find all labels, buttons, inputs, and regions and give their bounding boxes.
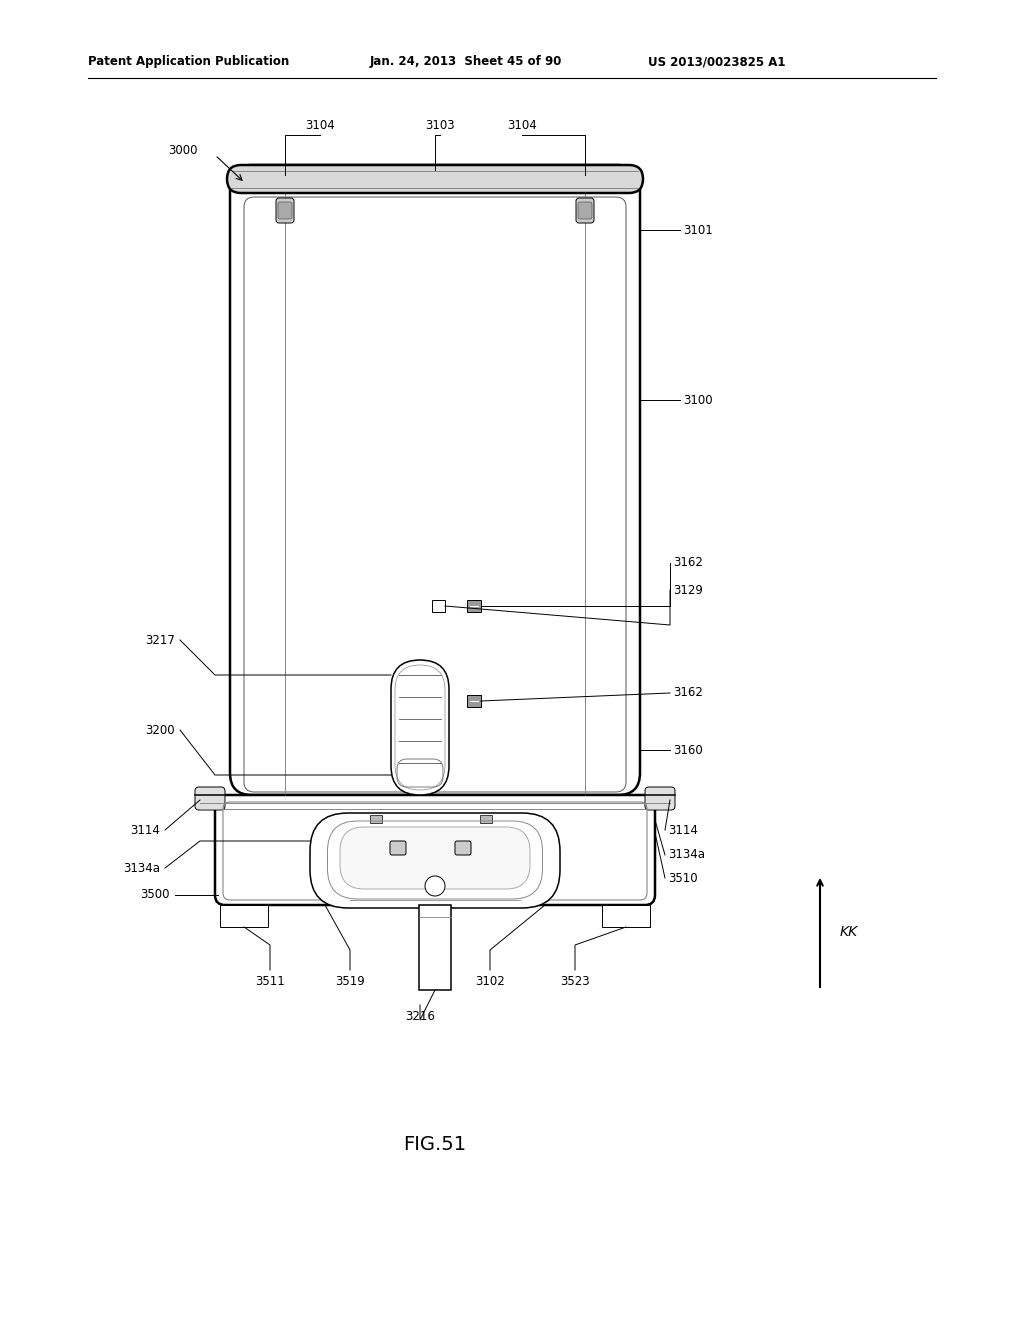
Text: 3216: 3216 [406,1010,435,1023]
FancyBboxPatch shape [215,795,655,906]
FancyBboxPatch shape [390,841,406,855]
Bar [370,814,382,822]
Text: Jan. 24, 2013  Sheet 45 of 90: Jan. 24, 2013 Sheet 45 of 90 [370,55,562,69]
FancyBboxPatch shape [227,165,643,193]
Circle shape [425,876,445,896]
Bar [432,601,445,612]
Text: 3511: 3511 [255,975,285,987]
Text: 3162: 3162 [673,686,702,700]
Bar [602,906,650,927]
Text: 3103: 3103 [425,119,455,132]
Text: 3162: 3162 [673,557,702,569]
FancyBboxPatch shape [340,828,530,888]
Text: 3523: 3523 [560,975,590,987]
FancyBboxPatch shape [575,198,594,223]
FancyBboxPatch shape [645,787,675,810]
Text: 3134a: 3134a [123,862,160,874]
FancyBboxPatch shape [278,202,292,219]
FancyBboxPatch shape [310,813,560,908]
Text: 3102: 3102 [475,975,505,987]
Bar [419,906,451,990]
Text: 3101: 3101 [683,223,713,236]
FancyBboxPatch shape [230,165,640,795]
FancyBboxPatch shape [276,198,294,223]
Text: 3129: 3129 [673,583,702,597]
Bar [467,601,481,612]
Text: 3104: 3104 [305,119,335,132]
Text: 3160: 3160 [673,743,702,756]
FancyBboxPatch shape [391,660,449,795]
Text: US 2013/0023825 A1: US 2013/0023825 A1 [648,55,785,69]
Bar [220,906,268,927]
Text: 3510: 3510 [668,871,697,884]
Text: 3519: 3519 [335,975,365,987]
Text: 3114: 3114 [668,824,698,837]
Text: 3114: 3114 [130,824,160,837]
FancyBboxPatch shape [578,202,592,219]
FancyBboxPatch shape [455,841,471,855]
Text: 3100: 3100 [683,393,713,407]
FancyBboxPatch shape [195,787,225,810]
Bar [467,696,481,708]
Text: 3000: 3000 [169,144,198,157]
Text: 3104: 3104 [507,119,537,132]
Bar [480,814,492,822]
Text: FIG.51: FIG.51 [403,1135,467,1155]
Text: 3200: 3200 [145,723,175,737]
Text: Patent Application Publication: Patent Application Publication [88,55,289,69]
Text: KK: KK [840,925,858,939]
Text: 3217: 3217 [145,634,175,647]
Text: 3500: 3500 [140,888,170,902]
Text: 3134a: 3134a [668,849,705,862]
